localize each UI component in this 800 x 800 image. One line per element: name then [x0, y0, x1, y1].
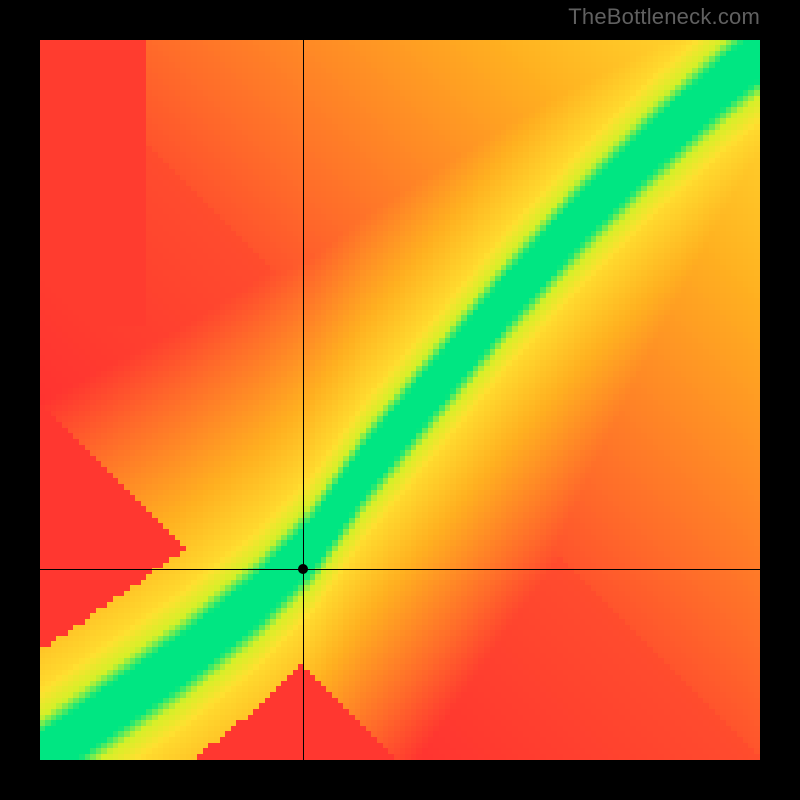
crosshair-marker — [298, 564, 308, 574]
crosshair-vertical — [303, 40, 304, 760]
crosshair-horizontal — [40, 569, 760, 570]
heatmap-canvas — [40, 40, 760, 760]
watermark-text: TheBottleneck.com — [568, 4, 760, 30]
plot-area — [40, 40, 760, 760]
chart-frame: TheBottleneck.com — [0, 0, 800, 800]
